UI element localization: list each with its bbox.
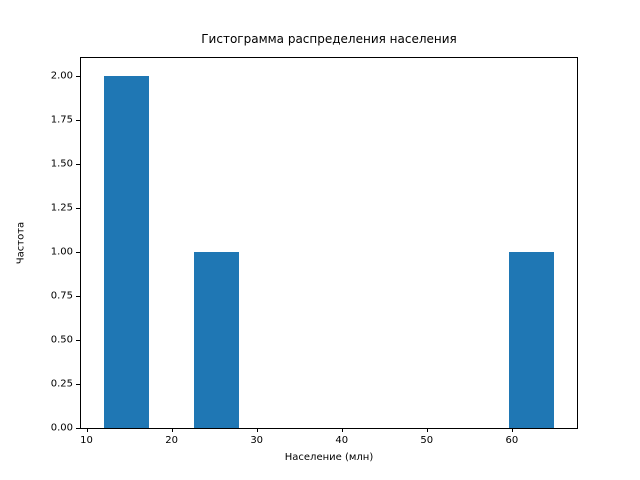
x-tick-mark [86,428,88,432]
plot-area: 10 20 30 40 50 60 0.00 0.25 0.50 0.75 1.00 1.25 1.50… [51,57,578,446]
y-tick-mark [76,207,80,209]
histogram-bar [193,251,239,428]
y-tick-label: 1.50 [50,158,73,170]
x-tick-label: 60 [505,435,519,446]
x-tick-label: 30 [250,435,264,446]
y-tick-label: 0.50 [50,334,73,346]
x-tick-label: 50 [420,435,434,446]
y-tick-mark [76,119,80,121]
x-tick-mark [341,428,343,432]
x-tick-label: 20 [165,435,178,446]
y-tick-label: 1.00 [50,246,73,258]
x-tick-mark [256,428,258,432]
y-tick-mark [76,339,80,341]
y-tick-mark [76,251,80,253]
histogram-bar [509,251,555,428]
y-tick-mark [76,384,80,385]
y-axis-label: Частота [15,221,27,265]
histogram-bar [103,75,149,428]
y-tick-mark [76,295,80,297]
x-tick-mark [426,428,428,432]
x-axis-label: Население (млн) [284,452,374,463]
y-tick-label: 1.25 [50,202,73,214]
x-tick-label: 40 [335,435,349,446]
y-tick-label: 2.00 [50,70,73,82]
y-tick-mark [76,163,80,165]
y-tick-label: 1.75 [50,114,73,126]
y-tick-mark [76,75,80,77]
y-tick-label: 0.75 [50,290,73,302]
y-tick-label: 0.25 [50,378,73,390]
x-tick-label: 10 [80,435,93,446]
x-tick-mark [511,428,513,432]
x-tick-mark [171,428,173,432]
chart-title: Гистограмма распределения населения [201,32,457,46]
y-tick-mark [76,428,80,429]
y-tick-label: 0.00 [50,422,73,434]
